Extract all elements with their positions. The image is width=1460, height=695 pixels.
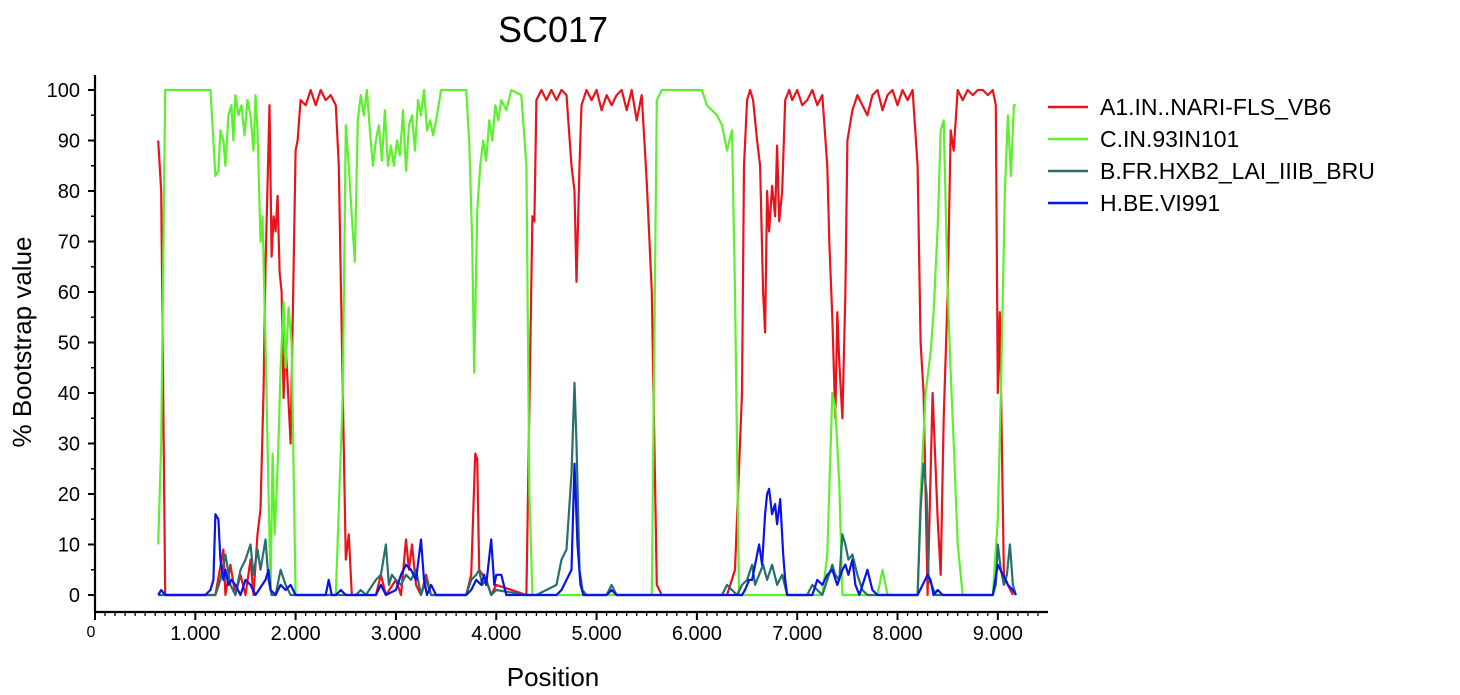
x-tick-label: 5.000 — [572, 623, 622, 645]
x-tick-label: 2.000 — [271, 623, 321, 645]
series-line-0 — [157, 88, 1014, 597]
y-tick-label: 20 — [58, 484, 80, 506]
legend-label-3: H.BE.VI991 — [1100, 190, 1220, 216]
y-ticks: 0 10 20 30 40 50 60 70 80 90 100 — [47, 80, 95, 607]
series-line-2 — [158, 381, 1017, 597]
y-axis-title: % Bootstrap value — [7, 236, 37, 447]
legend-label-0: A1.IN..NARI-FLS_VB6 — [1100, 94, 1331, 120]
y-tick-label: 80 — [58, 181, 80, 203]
x-tick-label: 7.000 — [772, 623, 822, 645]
series-line-1 — [157, 88, 1016, 597]
x-tick-label: 9.000 — [973, 623, 1023, 645]
y-tick-label: 0 — [69, 585, 80, 607]
legend-label-2: B.FR.HXB2_LAI_IIIB_BRU — [1100, 158, 1375, 184]
y-tick-label: 40 — [58, 383, 80, 405]
chart-title: SC017 — [498, 9, 608, 50]
y-tick-label: 50 — [58, 333, 80, 355]
x-axis-title: Position — [507, 662, 600, 690]
legend-label-1: C.IN.93IN101 — [1100, 126, 1239, 152]
y-tick-label: 100 — [47, 80, 80, 102]
y-tick-label: 70 — [58, 232, 80, 254]
y-tick-label: 60 — [58, 282, 80, 304]
y-tick-label: 10 — [58, 535, 80, 557]
x-tick-label: 4.000 — [471, 623, 521, 645]
chart-legend: A1.IN..NARI-FLS_VB6 C.IN.93IN101 B.FR.HXB2… — [1048, 94, 1375, 216]
y-tick-label: 30 — [58, 434, 80, 456]
chart-axes: 0 10 20 30 40 50 60 70 80 90 100 0 1.000 2.000 3.000 4… — [47, 75, 1048, 645]
plot-lines — [157, 88, 1017, 597]
x-tick-label: 3.000 — [371, 623, 421, 645]
x-ticks: 0 1.000 2.000 3.000 4.000 5.000 6.000 7.000 8.00… — [87, 612, 1039, 645]
x-tick-label: 8.000 — [872, 623, 922, 645]
x-tick-label: 6.000 — [672, 623, 722, 645]
y-tick-label: 90 — [58, 131, 80, 153]
series-line-3 — [157, 462, 1017, 597]
x-tick-label: 1.000 — [170, 623, 220, 645]
x-tick-label: 0 — [87, 624, 96, 641]
